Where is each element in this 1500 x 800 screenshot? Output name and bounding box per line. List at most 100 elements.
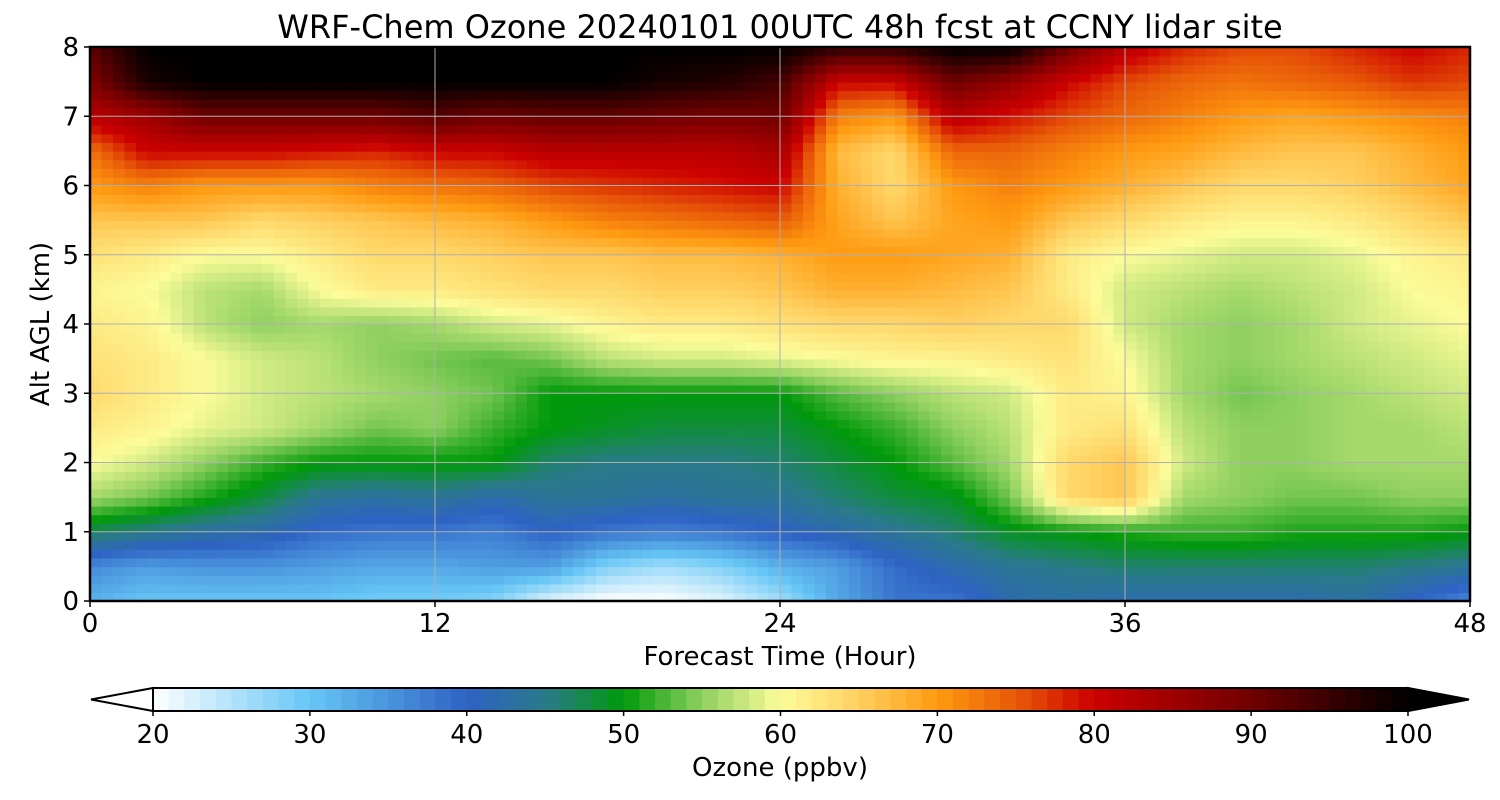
heatmap-cell (607, 488, 620, 498)
heatmap-cell (803, 306, 816, 317)
heatmap-cell (699, 384, 712, 395)
heatmap-cell (1182, 453, 1195, 464)
heatmap-cell (987, 531, 1000, 542)
heatmap-cell (1378, 367, 1391, 377)
heatmap-cell (699, 332, 712, 343)
heatmap-cell (1205, 246, 1218, 256)
heatmap-cell (550, 453, 563, 464)
heatmap-cell (1148, 549, 1161, 559)
heatmap-cell (653, 341, 666, 351)
heatmap-cell (239, 246, 252, 256)
heatmap-cell (1355, 254, 1368, 265)
heatmap-cell (561, 341, 574, 351)
heatmap-cell (745, 332, 758, 343)
heatmap-cell (193, 488, 206, 498)
heatmap-cell (446, 523, 459, 533)
heatmap-cell (688, 298, 701, 308)
heatmap-cell (228, 427, 241, 438)
heatmap-cell (768, 358, 781, 369)
heatmap-cell (987, 453, 1000, 464)
heatmap-cell (239, 367, 252, 377)
heatmap-cell (642, 592, 655, 601)
heatmap-cell (1435, 272, 1448, 282)
heatmap-cell (1401, 306, 1414, 317)
heatmap-cell (331, 592, 344, 601)
heatmap-cell (584, 237, 597, 247)
heatmap-cell (366, 349, 379, 360)
heatmap-cell (1263, 436, 1276, 446)
heatmap-cell (101, 263, 114, 273)
heatmap-cell (1136, 298, 1149, 308)
heatmap-cell (136, 488, 149, 498)
heatmap-cell (642, 246, 655, 256)
heatmap-cell (1205, 566, 1218, 576)
heatmap-cell (1148, 462, 1161, 472)
heatmap-cell (952, 367, 965, 377)
heatmap-cell (826, 462, 839, 472)
heatmap-cell (1182, 575, 1195, 585)
heatmap-cell (550, 272, 563, 282)
heatmap-cell (573, 583, 586, 594)
heatmap-cell (285, 523, 298, 533)
heatmap-cell (1274, 419, 1287, 429)
heatmap-cell (90, 289, 103, 299)
heatmap-cell (699, 505, 712, 516)
heatmap-cell (504, 280, 517, 291)
heatmap-cell (722, 488, 735, 498)
heatmap-cell (285, 531, 298, 542)
heatmap-cell (1113, 315, 1126, 325)
heatmap-cell (1125, 583, 1138, 594)
heatmap-cell (1378, 583, 1391, 594)
heatmap-cell (1044, 583, 1057, 594)
heatmap-cell (1010, 246, 1023, 256)
heatmap-cell (1079, 471, 1092, 481)
heatmap-cell (320, 289, 333, 299)
heatmap-cell (285, 505, 298, 516)
heatmap-cell (159, 254, 172, 265)
heatmap-cell (205, 471, 218, 481)
heatmap-cell (354, 237, 367, 247)
heatmap-cell (446, 263, 459, 273)
heatmap-cell (584, 298, 597, 308)
heatmap-cell (1366, 254, 1379, 265)
heatmap-cell (929, 497, 942, 507)
heatmap-cell (688, 540, 701, 550)
heatmap-cell (308, 471, 321, 481)
heatmap-cell (883, 375, 896, 386)
heatmap-cell (676, 254, 689, 265)
heatmap-cell (124, 315, 137, 325)
heatmap-cell (1412, 436, 1425, 446)
heatmap-cell (998, 401, 1011, 412)
heatmap-cell (849, 462, 862, 472)
heatmap-cell (929, 523, 942, 533)
heatmap-cell (389, 332, 402, 343)
heatmap-cell (101, 246, 114, 256)
heatmap-cell (469, 557, 482, 568)
heatmap-cell (458, 575, 471, 585)
heatmap-cell (883, 497, 896, 507)
heatmap-cell (492, 254, 505, 265)
heatmap-cell (377, 583, 390, 594)
heatmap-cell (1021, 410, 1034, 421)
heatmap-cell (458, 306, 471, 317)
heatmap-cell (987, 393, 1000, 403)
heatmap-cell (906, 445, 919, 455)
heatmap-cell (1079, 332, 1092, 343)
heatmap-cell (1228, 488, 1241, 498)
heatmap-cell (630, 393, 643, 403)
heatmap-cell (1286, 289, 1299, 299)
heatmap-cell (492, 505, 505, 516)
heatmap-cell (504, 479, 517, 490)
heatmap-cell (504, 436, 517, 446)
heatmap-cell (849, 272, 862, 282)
heatmap-cell (1217, 462, 1230, 472)
heatmap-cell (550, 324, 563, 334)
heatmap-cell (791, 471, 804, 481)
heatmap-cell (550, 471, 563, 481)
heatmap-cell (987, 505, 1000, 516)
heatmap-cell (849, 523, 862, 533)
heatmap-cell (630, 263, 643, 273)
heatmap-cell (745, 531, 758, 542)
heatmap-cell (1171, 349, 1184, 360)
heatmap-cell (193, 401, 206, 412)
